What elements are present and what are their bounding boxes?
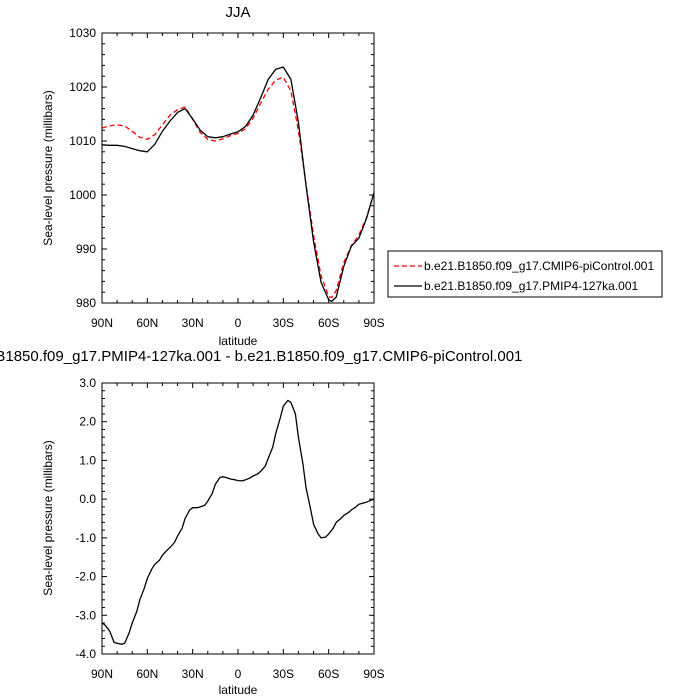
panel-top: JJA 980 990 1000 1010 1020 1030 90N 60N 30N 0 30S 6… — [41, 4, 663, 348]
top-series-line-2 — [101, 66, 375, 303]
top-x-tick-label: 90N — [91, 316, 113, 330]
bottom-y-tick-label: 1.0 — [79, 453, 96, 467]
bottom-y-tick-label: 0.0 — [79, 492, 96, 506]
top-y-tick-label: 1000 — [69, 188, 96, 202]
bottom-x-tick-label: 90N — [91, 667, 113, 681]
top-y-tick-label: 1020 — [69, 80, 96, 94]
bottom-y-tick-label: 2.0 — [79, 415, 96, 429]
top-chart-title: JJA — [225, 4, 250, 21]
top-x-tick-label: 30S — [273, 316, 294, 330]
top-y-axis-label: Sea-level pressure (millibars) — [41, 90, 55, 245]
top-y-tick-label: 990 — [76, 242, 96, 256]
top-x-tick-label: 0 — [235, 316, 242, 330]
legend-label-127ka: b.e21.B1850.f09_g17.PMIP4-127ka.001 — [424, 279, 638, 293]
bottom-series-line-1 — [101, 399, 375, 645]
panel-bottom: b.e21.B1850.f09_g17.PMIP4-127ka.001 - b.… — [0, 348, 522, 697]
bottom-x-tick-label: 30N — [182, 667, 204, 681]
top-y-tick-label: 1030 — [69, 26, 96, 40]
bottom-y-tick-label: -2.0 — [75, 570, 96, 584]
top-y-tick-label: 1010 — [69, 134, 96, 148]
bottom-x-tick-label: 0 — [235, 667, 242, 681]
legend-box — [387, 250, 663, 298]
bottom-x-axis-label: latitude — [219, 683, 258, 697]
bottom-y-tick-label: -4.0 — [75, 647, 96, 661]
bottom-plot-frame — [101, 382, 375, 655]
top-plot-frame — [101, 32, 375, 304]
top-x-tick-label: 90S — [363, 316, 384, 330]
legend: b.e21.B1850.f09_g17.CMIP6-piControl.001 … — [387, 250, 663, 298]
bottom-y-axis-label: Sea-level pressure (millibars) — [41, 440, 55, 595]
bottom-x-tick-label: 60N — [136, 667, 158, 681]
top-x-tick-label: 60N — [136, 316, 158, 330]
bottom-y-tick-label: -3.0 — [75, 608, 96, 622]
bottom-y-tick-label: -1.0 — [75, 531, 96, 545]
top-y-tick-label: 980 — [76, 296, 96, 310]
bottom-chart-title: b.e21.B1850.f09_g17.PMIP4-127ka.001 - b.… — [0, 348, 522, 365]
bottom-x-tick-label: 90S — [363, 667, 384, 681]
top-plot-area: 980 990 1000 1010 1020 1030 90N 60N 30N 0 30S 60S 90… — [69, 26, 384, 330]
top-x-tick-label: 60S — [318, 316, 339, 330]
top-x-tick-label: 30N — [182, 316, 204, 330]
bottom-x-tick-label: 30S — [273, 667, 294, 681]
top-x-axis-label: latitude — [219, 334, 258, 348]
bottom-plot-area: -4.0 -3.0 -2.0 -1.0 0.0 1.0 2.0 3.0 90N 60N 30N 0 30… — [75, 376, 384, 681]
bottom-x-tick-label: 60S — [318, 667, 339, 681]
bottom-y-tick-label: 3.0 — [79, 376, 96, 390]
legend-label-picontrol: b.e21.B1850.f09_g17.CMIP6-piControl.001 — [424, 259, 654, 273]
top-series-line-1 — [101, 76, 375, 299]
